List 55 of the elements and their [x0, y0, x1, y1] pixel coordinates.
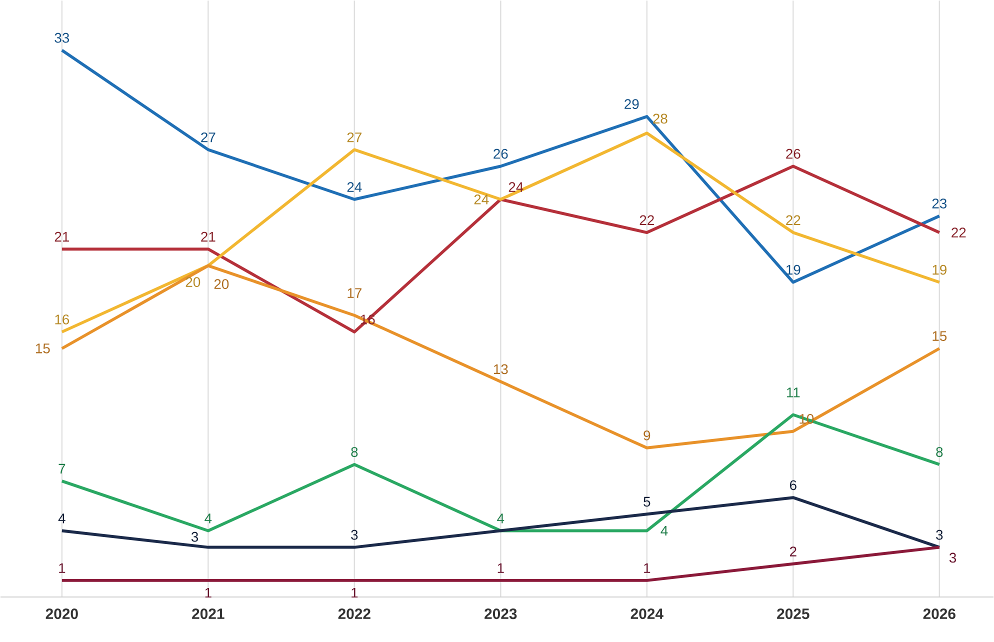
data-label: 24 [347, 182, 362, 192]
data-label: 11 [786, 388, 800, 398]
data-label: 22 [786, 215, 800, 226]
data-label: 17 [348, 288, 362, 298]
data-label: 13 [494, 364, 508, 374]
data-label: 6 [790, 480, 796, 490]
data-label: 5 [644, 496, 650, 507]
data-label: 4 [58, 514, 66, 524]
data-label: 29 [624, 99, 639, 110]
data-label: 20 [186, 277, 200, 288]
data-label: 9 [644, 430, 650, 440]
data-label: 27 [201, 132, 216, 142]
data-label: 3 [351, 530, 358, 540]
data-label: 21 [201, 232, 216, 242]
data-label: 19 [786, 264, 800, 275]
data-label: 28 [653, 114, 668, 124]
data-label: 20 [214, 279, 229, 290]
x-tick-label: 2020 [46, 608, 78, 620]
data-label: 22 [952, 228, 966, 238]
data-label: 19 [932, 264, 946, 275]
data-label: 16 [360, 314, 375, 324]
x-tick-label: 2023 [484, 608, 517, 620]
data-label: 1 [498, 563, 504, 573]
x-tick-label: 2022 [338, 608, 370, 620]
data-label: 1 [352, 588, 358, 598]
data-label: 15 [932, 331, 947, 342]
data-label: 24 [474, 194, 489, 204]
data-label: 4 [204, 514, 212, 524]
data-label: 24 [508, 182, 524, 192]
x-tick-label: 2026 [923, 608, 956, 620]
x-tick-label: 2021 [192, 608, 224, 620]
data-label: 3 [191, 532, 198, 542]
data-label: 2 [790, 546, 796, 556]
data-label: 26 [494, 148, 508, 159]
data-label: 3 [949, 552, 956, 563]
data-label: 1 [205, 588, 212, 598]
data-label: 1 [59, 563, 66, 573]
data-label: 4 [660, 526, 668, 536]
data-label: 1 [644, 563, 650, 573]
data-label: 15 [36, 344, 50, 354]
x-tick-label: 2024 [630, 608, 664, 620]
data-label: 7 [58, 464, 66, 474]
data-label: 21 [54, 232, 69, 242]
data-label: 16 [55, 314, 70, 324]
x-tick-label: 2025 [777, 608, 810, 620]
data-label: 4 [497, 514, 504, 524]
data-label: 3 [936, 530, 943, 540]
data-label: 8 [936, 447, 943, 457]
data-label: 27 [347, 132, 362, 142]
data-label: 8 [351, 447, 358, 457]
data-label: 26 [786, 148, 800, 159]
data-label: 22 [640, 215, 654, 226]
data-label: 23 [932, 198, 947, 208]
data-label: 10 [800, 414, 814, 424]
data-label: 33 [54, 32, 70, 43]
